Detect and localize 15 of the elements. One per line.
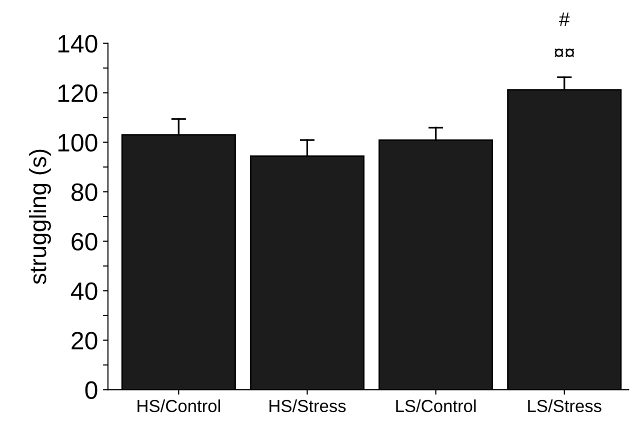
y-tick-label: 80 bbox=[72, 183, 98, 202]
y-tick-label: 140 bbox=[58, 34, 98, 53]
annotation: ¤¤ bbox=[554, 48, 574, 58]
text: # bbox=[559, 12, 570, 26]
x-tick-label: LS/Control bbox=[396, 399, 476, 412]
y-tick-label: 0 bbox=[85, 381, 98, 400]
y-tick-label: 40 bbox=[70, 282, 98, 300]
x-tick-label: LS/Stress bbox=[528, 399, 602, 412]
y-tick-label: 120 bbox=[58, 84, 98, 102]
y-tick-label: 20 bbox=[72, 332, 98, 350]
y-axis-title: struggling (s) bbox=[28, 150, 51, 284]
y-tick-label: 100 bbox=[58, 134, 98, 152]
y-tick-label: 60 bbox=[72, 232, 98, 251]
x-tick-label: HS/Control bbox=[138, 399, 220, 412]
x-tick-label: HS/Stress bbox=[270, 399, 346, 412]
